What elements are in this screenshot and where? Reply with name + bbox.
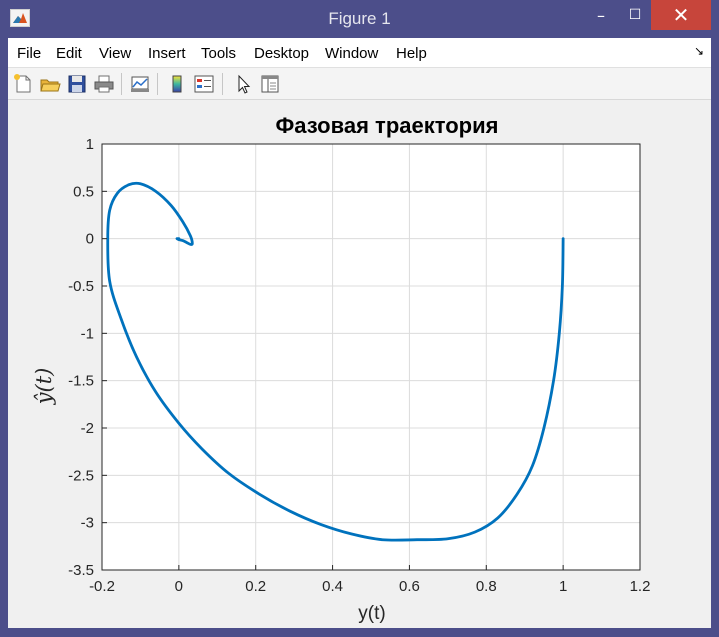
x-tick-label: 0.6 (399, 578, 420, 595)
figure-toolbar (8, 68, 711, 100)
y-tick-label: 1 (86, 136, 94, 153)
close-button[interactable]: ✕ (651, 0, 711, 30)
window-title: Figure 1 (328, 9, 391, 28)
insert-legend-icon[interactable] (193, 73, 215, 95)
y-tick-label: -0.5 (68, 278, 94, 295)
y-tick-label: 0.5 (73, 183, 94, 200)
y-tick-label: -1.5 (68, 373, 94, 390)
toolbar-separator (157, 73, 158, 95)
y-tick-label: -2 (81, 420, 94, 437)
matlab-logo-icon (10, 9, 30, 27)
menu-insert[interactable]: Insert (148, 45, 186, 62)
menu-tools[interactable]: Tools (201, 45, 237, 62)
chart-title: Фазовая траектория (276, 113, 499, 138)
x-tick-labels: -0.2 0 0.2 0.4 0.6 0.8 1 1.2 (89, 565, 650, 595)
new-figure-icon[interactable] (12, 73, 34, 95)
y-axis-label: ŷ(t) (32, 368, 56, 406)
x-tick-label: 0.4 (322, 578, 343, 595)
toolbar-separator (222, 73, 223, 95)
minimize-button[interactable]: – (597, 5, 605, 25)
title-bar[interactable]: Figure 1 – ☐ ✕ (0, 0, 719, 38)
x-tick-label: 0 (175, 578, 183, 595)
y-tick-labels: 1 0.5 0 -0.5 -1 -1.5 -2 -2.5 -3 -3.5 (68, 136, 107, 579)
y-tick-label: 0 (86, 231, 94, 248)
menu-overflow-arrow-icon[interactable]: ↘ (694, 44, 705, 58)
y-tick-label: -3.5 (68, 562, 94, 579)
maximize-button[interactable]: ☐ (628, 7, 642, 23)
menu-help[interactable]: Help (396, 45, 427, 62)
save-icon[interactable] (66, 73, 88, 95)
toolbar-separator (121, 73, 122, 95)
y-tick-label: -1 (81, 325, 94, 342)
menu-bar: File Edit View Insert Tools Desktop Wind… (8, 38, 711, 68)
axes-box (101, 143, 641, 571)
figure-canvas: -0.2 0 0.2 0.4 0.6 0.8 1 1.2 1 0.5 0 -0.5 -1 -1.5 -2 -… (8, 100, 711, 628)
property-editor-icon[interactable] (259, 73, 281, 95)
menu-window[interactable]: Window (325, 45, 379, 62)
x-tick-label: 0.8 (476, 578, 497, 595)
x-tick-label: 0.2 (245, 578, 266, 595)
menu-file[interactable]: File (17, 45, 42, 62)
x-tick-label: 1.2 (630, 578, 651, 595)
x-tick-label: -0.2 (89, 578, 115, 595)
menu-edit[interactable]: Edit (56, 45, 82, 62)
figure-client-area: File Edit View Insert Tools Desktop Wind… (8, 38, 711, 628)
link-plot-icon[interactable] (129, 73, 151, 95)
print-icon[interactable] (93, 73, 115, 95)
y-tick-label: -3 (81, 515, 94, 532)
y-tick-label: -2.5 (68, 467, 94, 484)
edit-plot-arrow-icon[interactable] (232, 73, 254, 95)
open-file-icon[interactable] (39, 73, 61, 95)
menu-desktop[interactable]: Desktop (254, 45, 310, 62)
phase-trajectory-line (106, 181, 565, 542)
x-tick-label: 1 (559, 578, 567, 595)
plot-svg[interactable]: -0.2 0 0.2 0.4 0.6 0.8 1 1.2 1 0.5 0 -0.5 -1 -1.5 -2 -… (8, 100, 711, 628)
axes-background (102, 144, 640, 570)
insert-colorbar-icon[interactable] (166, 73, 188, 95)
x-axis-label: y(t) (358, 603, 385, 624)
menu-view[interactable]: View (99, 45, 132, 62)
